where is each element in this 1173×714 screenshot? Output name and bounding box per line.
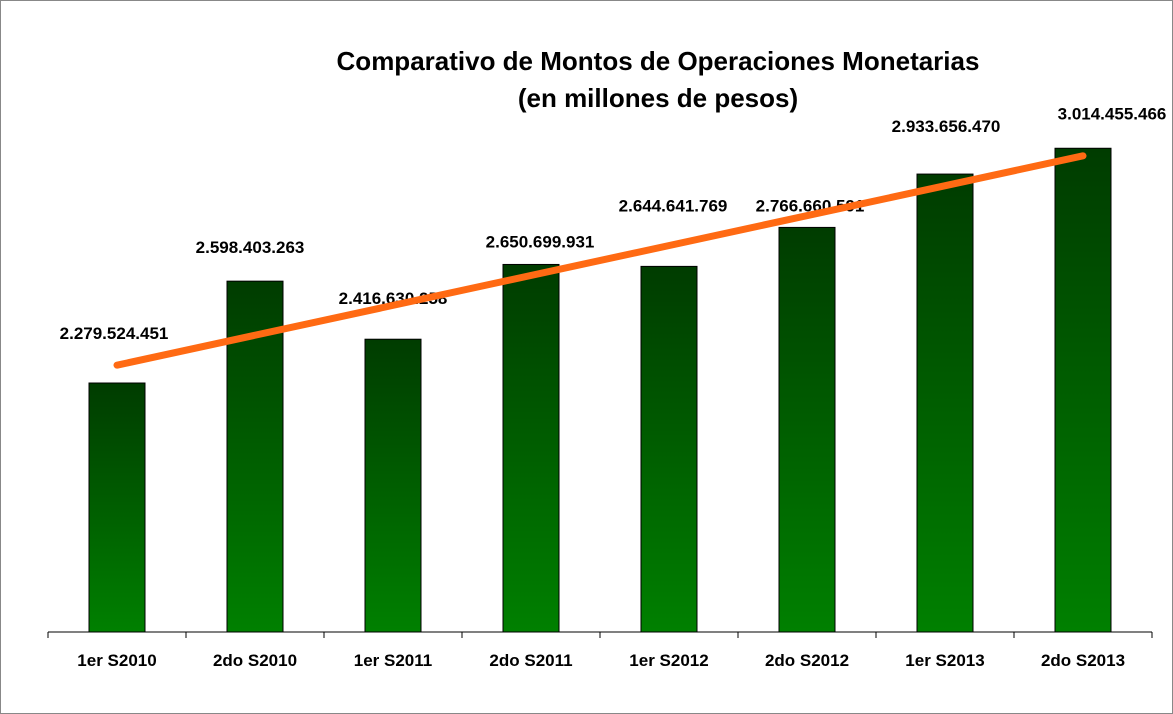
bar [916,173,974,633]
value-label: 2.933.656.470 [892,117,1001,136]
chart-subtitle: (en millones de pesos) [518,83,798,113]
bar [364,338,422,633]
x-tick-label: 2do S2010 [213,651,297,670]
x-tick-label: 1er S2010 [77,651,156,670]
value-label: 3.014.455.466 [1058,104,1167,123]
x-tick-label: 1er S2011 [354,651,432,670]
chart-title: Comparativo de Montos de Operaciones Mon… [337,46,980,76]
x-tick-label: 2do S2012 [765,651,849,670]
value-label: 2.416.630.258 [339,289,448,308]
value-label: 2.279.524.451 [60,324,169,343]
value-label: 2.598.403.263 [196,238,305,257]
bar [640,265,698,633]
bar [502,263,560,633]
x-tick-label: 1er S2012 [629,651,708,670]
bar [778,226,836,633]
x-tick-label: 1er S2013 [905,651,984,670]
bar [1054,147,1112,633]
trend-line [113,152,1087,369]
bar [88,382,146,633]
x-tick-label: 2do S2011 [489,651,572,670]
x-tick-label: 2do S2013 [1041,651,1125,670]
value-label: 2.650.699.931 [486,232,595,251]
value-label: 2.644.641.769 [619,196,728,215]
